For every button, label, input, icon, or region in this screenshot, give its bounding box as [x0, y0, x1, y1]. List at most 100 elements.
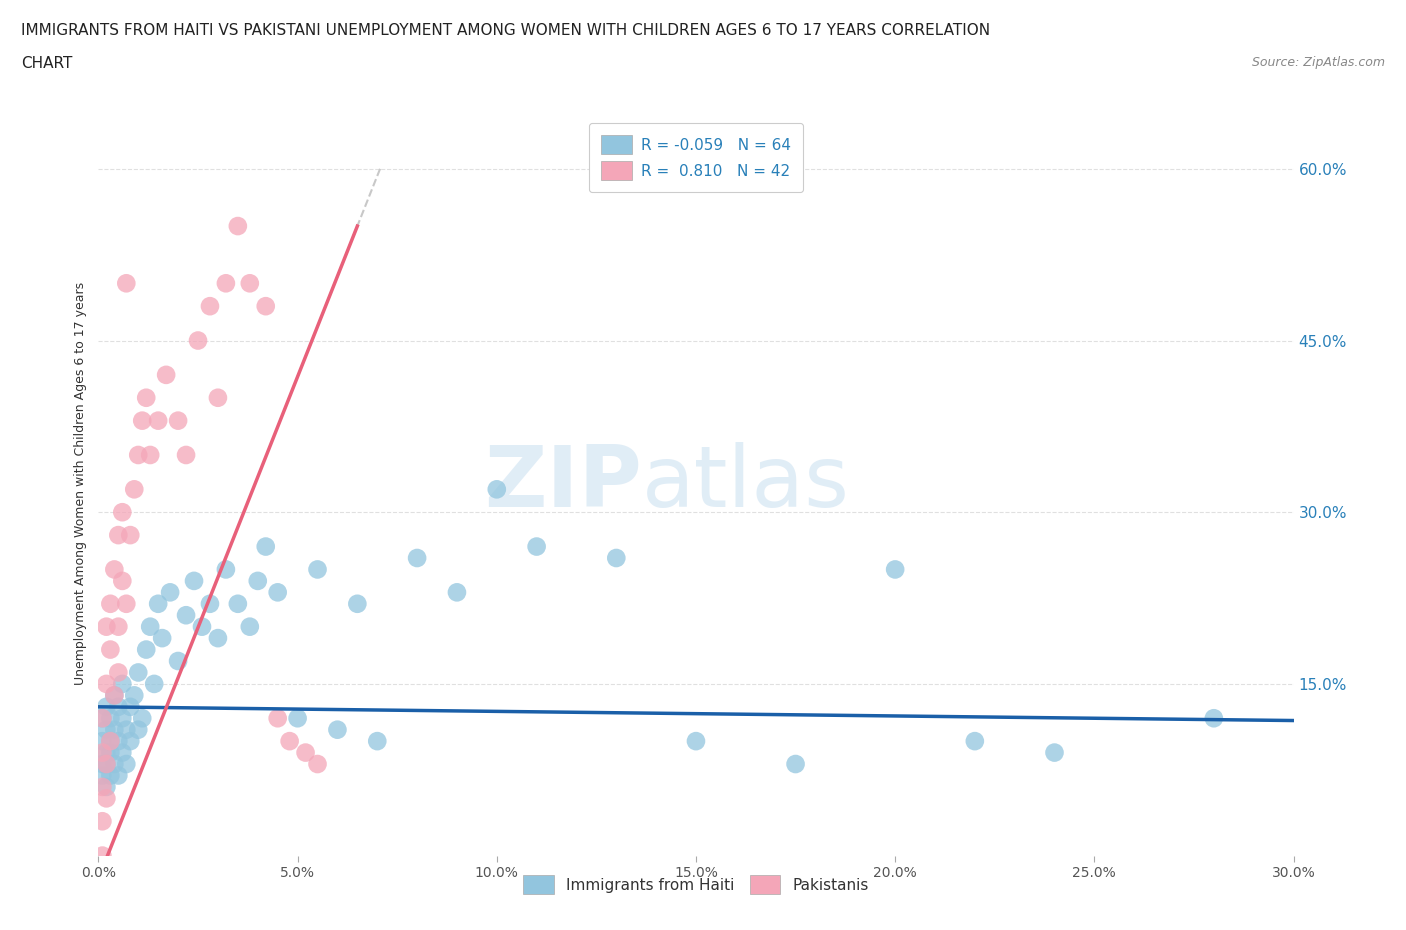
Point: [98, 642, 122, 657]
Point: [107, 527, 129, 542]
Point: [103, 723, 125, 737]
Point: [98, 745, 122, 760]
Point: [446, 585, 468, 600]
Text: IMMIGRANTS FROM HAITI VS PAKISTANI UNEMPLOYMENT AMONG WOMEN WITH CHILDREN AGES 6: IMMIGRANTS FROM HAITI VS PAKISTANI UNEMP…: [21, 23, 990, 38]
Point: [215, 562, 238, 577]
Point: [96, 757, 118, 772]
Text: Source: ZipAtlas.com: Source: ZipAtlas.com: [1251, 56, 1385, 69]
Point: [103, 562, 125, 577]
Point: [98, 734, 122, 749]
Point: [605, 551, 627, 565]
Point: [111, 505, 134, 520]
Point: [98, 734, 122, 749]
Point: [174, 447, 197, 462]
Point: [884, 562, 907, 577]
Point: [150, 631, 173, 645]
Point: [267, 711, 290, 725]
Point: [98, 596, 122, 611]
Point: [198, 299, 221, 313]
Point: [198, 596, 221, 611]
Point: [107, 619, 129, 634]
Point: [346, 596, 368, 611]
Point: [91, 734, 114, 749]
Point: [294, 745, 316, 760]
Point: [148, 413, 170, 428]
Point: [246, 574, 269, 589]
Point: [127, 665, 149, 680]
Point: [91, 711, 114, 725]
Point: [115, 596, 138, 611]
Point: [174, 608, 197, 623]
Point: [254, 539, 277, 554]
Point: [115, 723, 138, 737]
Point: [143, 676, 166, 691]
Point: [120, 699, 142, 714]
Point: [1202, 711, 1225, 725]
Point: [366, 734, 388, 749]
Point: [107, 734, 129, 749]
Point: [91, 814, 114, 829]
Point: [187, 333, 209, 348]
Point: [526, 539, 548, 554]
Point: [115, 757, 138, 772]
Point: [135, 391, 157, 405]
Point: [98, 711, 122, 725]
Point: [167, 413, 190, 428]
Point: [131, 711, 153, 725]
Point: [96, 699, 118, 714]
Point: [111, 574, 134, 589]
Point: [226, 219, 249, 233]
Point: [96, 757, 118, 772]
Point: [254, 299, 277, 313]
Legend: Immigrants from Haiti, Pakistanis: Immigrants from Haiti, Pakistanis: [517, 870, 875, 900]
Text: CHART: CHART: [21, 56, 73, 71]
Point: [91, 848, 114, 863]
Point: [91, 757, 114, 772]
Point: [326, 723, 349, 737]
Point: [226, 596, 249, 611]
Point: [155, 367, 177, 382]
Point: [103, 757, 125, 772]
Point: [124, 688, 146, 703]
Point: [191, 619, 214, 634]
Point: [96, 676, 118, 691]
Point: [96, 790, 118, 805]
Point: [107, 768, 129, 783]
Point: [1043, 745, 1066, 760]
Point: [148, 596, 170, 611]
Point: [785, 757, 807, 772]
Point: [127, 723, 149, 737]
Point: [98, 768, 122, 783]
Point: [239, 619, 262, 634]
Y-axis label: Unemployment Among Women with Children Ages 6 to 17 years: Unemployment Among Women with Children A…: [75, 282, 87, 685]
Text: atlas: atlas: [643, 442, 851, 525]
Point: [111, 676, 134, 691]
Point: [239, 276, 262, 291]
Point: [139, 447, 162, 462]
Point: [135, 642, 157, 657]
Point: [111, 745, 134, 760]
Point: [278, 734, 301, 749]
Point: [91, 711, 114, 725]
Point: [96, 723, 118, 737]
Point: [685, 734, 707, 749]
Point: [267, 585, 290, 600]
Point: [215, 276, 238, 291]
Point: [91, 779, 114, 794]
Point: [96, 779, 118, 794]
Point: [485, 482, 508, 497]
Point: [107, 699, 129, 714]
Point: [96, 745, 118, 760]
Point: [307, 562, 329, 577]
Text: ZIP: ZIP: [485, 442, 643, 525]
Point: [963, 734, 986, 749]
Point: [207, 391, 229, 405]
Point: [167, 654, 190, 669]
Point: [307, 757, 329, 772]
Point: [127, 447, 149, 462]
Point: [120, 734, 142, 749]
Point: [107, 665, 129, 680]
Point: [120, 527, 142, 542]
Point: [91, 768, 114, 783]
Point: [111, 711, 134, 725]
